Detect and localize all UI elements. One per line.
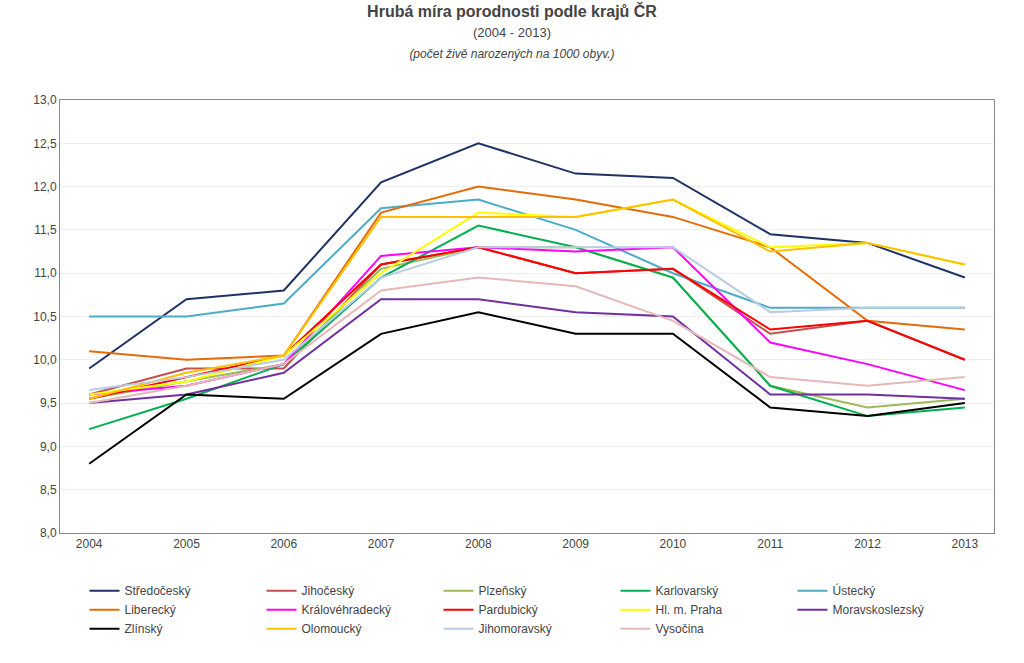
svg-text:Hrubá míra porodnosti podle kr: Hrubá míra porodnosti podle krajů ČR(200… — [367, 2, 657, 62]
svg-text:Plzeňský: Plzeňský — [479, 584, 527, 598]
svg-text:Vysočina: Vysočina — [656, 622, 705, 636]
svg-text:2013: 2013 — [951, 537, 978, 551]
svg-text:Zlínský: Zlínský — [125, 622, 163, 636]
svg-text:13,0: 13,0 — [33, 93, 57, 107]
svg-text:12,0: 12,0 — [33, 180, 57, 194]
svg-text:Liberecký: Liberecký — [125, 603, 176, 617]
svg-text:Ústecký: Ústecký — [833, 583, 876, 598]
svg-text:11,5: 11,5 — [34, 223, 57, 237]
svg-text:Hl. m. Praha: Hl. m. Praha — [656, 603, 723, 617]
svg-text:9,0: 9,0 — [40, 440, 57, 454]
svg-text:12,5: 12,5 — [33, 137, 57, 151]
svg-text:2011: 2011 — [757, 537, 783, 551]
svg-text:Jihomoravský: Jihomoravský — [479, 622, 552, 636]
svg-text:2006: 2006 — [270, 537, 297, 551]
svg-text:Královéhradecký: Královéhradecký — [302, 603, 391, 617]
svg-text:Pardubický: Pardubický — [479, 603, 538, 617]
svg-text:Středočeský: Středočeský — [125, 584, 191, 598]
svg-text:8,5: 8,5 — [40, 483, 57, 497]
svg-text:Olomoucký: Olomoucký — [302, 622, 362, 636]
svg-text:2008: 2008 — [465, 537, 492, 551]
svg-text:10,0: 10,0 — [33, 353, 57, 367]
svg-text:2005: 2005 — [173, 537, 200, 551]
svg-text:10,5: 10,5 — [33, 310, 57, 324]
svg-text:9,5: 9,5 — [40, 396, 57, 410]
svg-text:2004: 2004 — [76, 537, 103, 551]
svg-text:2009: 2009 — [562, 537, 589, 551]
svg-text:2012: 2012 — [854, 537, 881, 551]
svg-text:2010: 2010 — [660, 537, 687, 551]
svg-text:Moravskoslezský: Moravskoslezský — [833, 603, 924, 617]
svg-text:11,0: 11,0 — [34, 266, 57, 280]
svg-text:8,0: 8,0 — [40, 526, 57, 540]
svg-text:Karlovarský: Karlovarský — [656, 584, 719, 598]
svg-text:2007: 2007 — [368, 537, 395, 551]
svg-text:Jihočeský: Jihočeský — [302, 584, 355, 598]
